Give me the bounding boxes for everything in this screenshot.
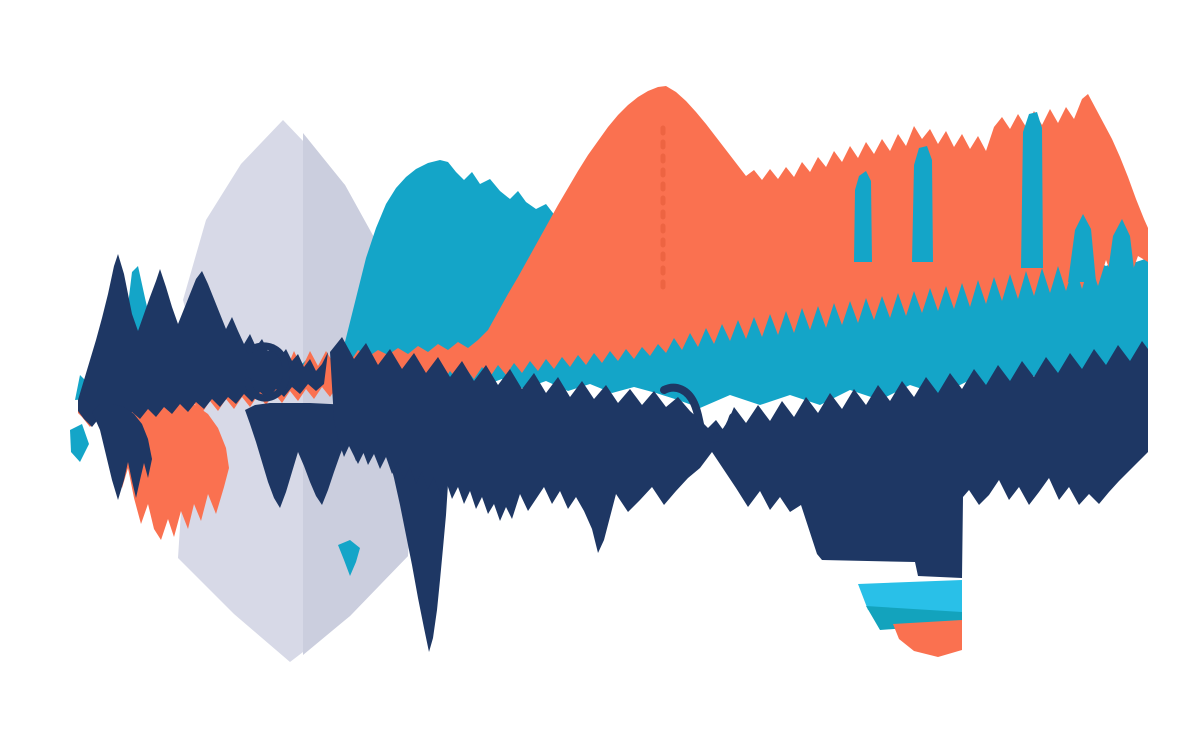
navy-braid-left-top [78,254,328,427]
teal-piercer-spike-2 [912,146,933,262]
teal-mound-right-1 [1068,214,1096,282]
teal-tip-far-left [70,424,89,462]
teal-piercer-spike-1 [854,171,872,262]
navy-s-curve-center-waist [660,383,737,443]
teal-sliver-bottom-center [338,540,360,576]
cyan-bar-plunge [858,580,962,616]
teal-mound-right-2 [1106,219,1136,286]
navy-band-main [330,337,1148,578]
navy-s-curve-left-waist [244,342,290,402]
orange-bar-plunge [893,620,962,657]
teal-piercer-spike-3 [1021,112,1043,268]
orange-stream-main [78,86,1148,427]
navy-spikes-far-left-bottom [92,404,152,500]
